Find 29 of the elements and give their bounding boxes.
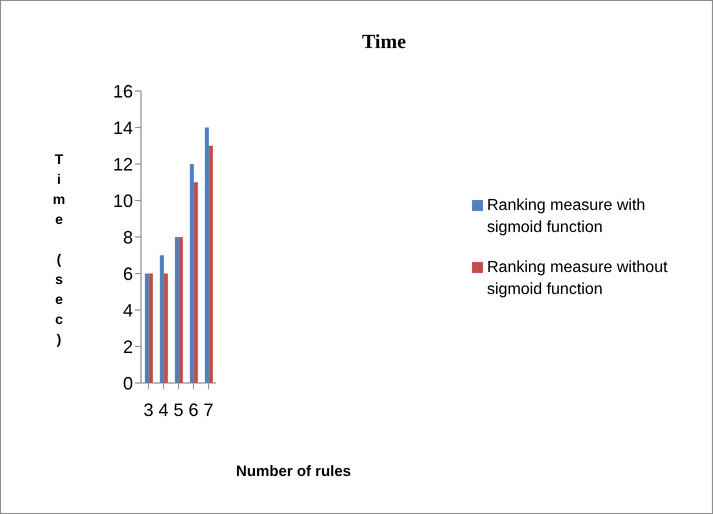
y-tick-label: 12: [112, 154, 133, 174]
bar: [204, 128, 209, 383]
x-axis-title: Number of rules: [234, 463, 352, 480]
y-tick-label: 16: [112, 81, 133, 102]
y-tick-label: 0: [122, 373, 133, 394]
x-tick-label: 4: [158, 400, 169, 420]
bar: [174, 237, 179, 383]
bar: [194, 182, 198, 383]
y-tick-label: 6: [122, 264, 133, 284]
bar: [208, 146, 213, 383]
y-tick-label: 2: [122, 336, 133, 357]
y-tick-label: 14: [112, 118, 133, 138]
text: Time: [360, 31, 408, 54]
x-tick-label: 6: [188, 400, 199, 420]
bar: [178, 237, 183, 383]
bar: [164, 274, 168, 383]
x-tick-label: 7: [203, 400, 214, 420]
legend-label: Ranking measure with sigmoid function: [487, 196, 646, 238]
bar: [160, 255, 164, 383]
y-tick-label: 8: [122, 227, 133, 248]
x-tick-label: 5: [173, 400, 184, 420]
y-tick-label: 10: [112, 190, 133, 211]
y-axis-title: Time (sec): [51, 151, 67, 351]
bar: [144, 274, 149, 383]
x-tick-label: 3: [143, 400, 154, 420]
bar: [190, 164, 194, 383]
bar: [148, 274, 153, 383]
legend-label: Ranking measure without sigmoid function: [487, 258, 669, 300]
y-tick-label: 4: [122, 300, 133, 320]
